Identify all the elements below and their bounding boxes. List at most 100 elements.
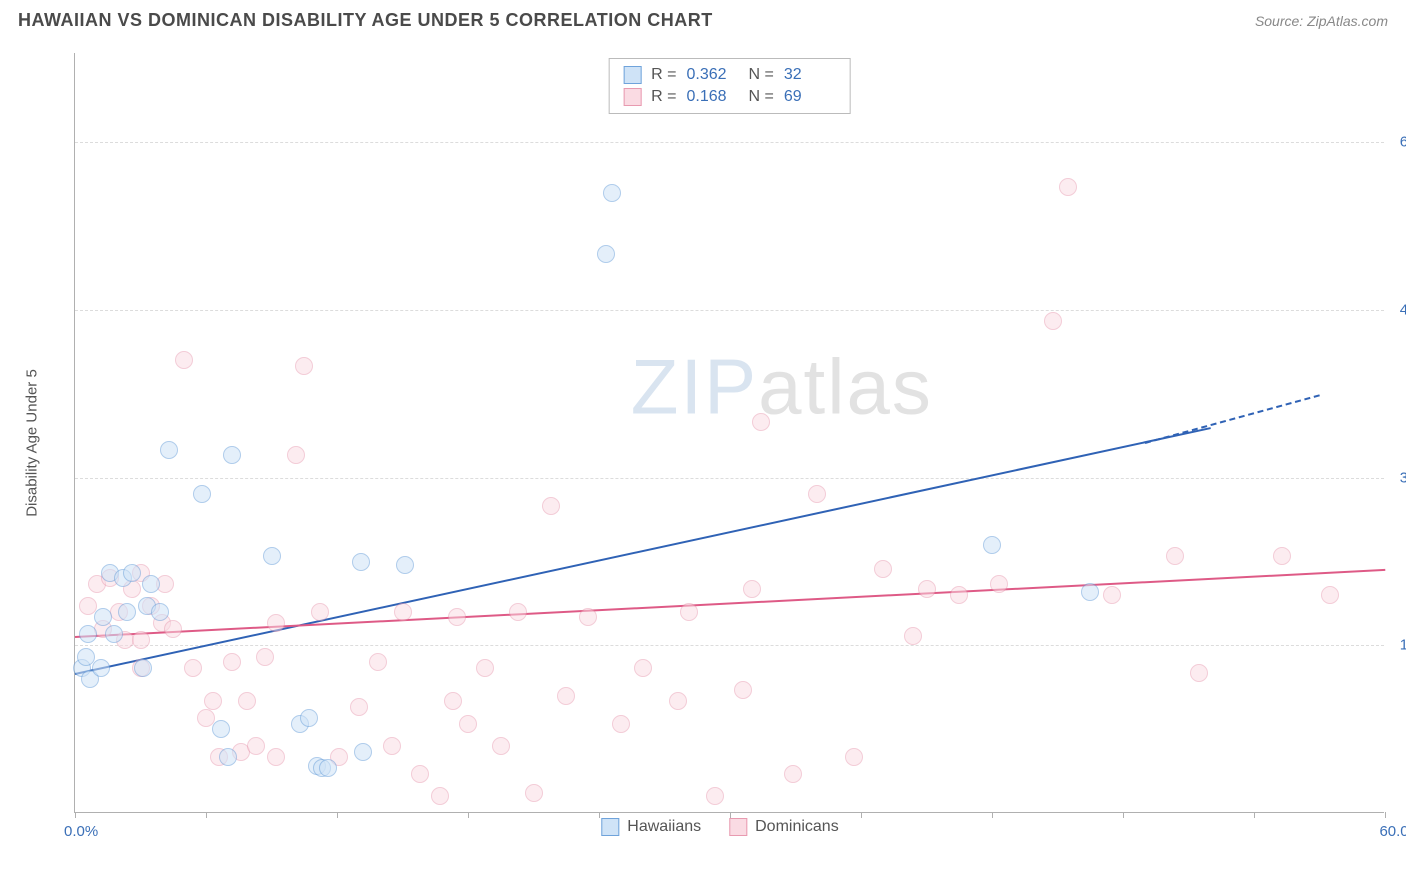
x-tick <box>1385 812 1386 818</box>
data-point <box>612 715 630 733</box>
y-tick-label: 4.5% <box>1389 302 1406 319</box>
stat-r-label: R = <box>651 88 676 106</box>
data-point <box>845 748 863 766</box>
data-point <box>525 784 543 802</box>
plot-area: ZIPatlas R = 0.362 N = 32 R = 0.168 N = … <box>74 53 1384 813</box>
stats-row-hawaiians: R = 0.362 N = 32 <box>623 64 836 86</box>
data-point <box>267 748 285 766</box>
data-point <box>311 603 329 621</box>
data-point <box>142 575 160 593</box>
data-point <box>1081 583 1099 601</box>
watermark-bold: ZIP <box>631 342 758 430</box>
swatch-hawaiians <box>623 66 641 84</box>
legend-item-hawaiians: Hawaiians <box>601 818 701 836</box>
data-point <box>118 603 136 621</box>
data-point <box>212 720 230 738</box>
data-point <box>184 659 202 677</box>
grid-line <box>75 142 1384 143</box>
y-tick-label: 3.0% <box>1389 469 1406 486</box>
data-point <box>983 536 1001 554</box>
data-point <box>431 787 449 805</box>
y-axis-title: Disability Age Under 5 <box>24 369 41 517</box>
data-point <box>918 580 936 598</box>
data-point <box>579 608 597 626</box>
chart-source: Source: ZipAtlas.com <box>1255 13 1388 29</box>
bottom-legend: Hawaiians Dominicans <box>601 818 838 836</box>
data-point <box>784 765 802 783</box>
data-point <box>597 245 615 263</box>
data-point <box>350 698 368 716</box>
data-point <box>223 653 241 671</box>
stats-box: R = 0.362 N = 32 R = 0.168 N = 69 <box>608 58 851 114</box>
data-point <box>411 765 429 783</box>
data-point <box>247 737 265 755</box>
data-point <box>1190 664 1208 682</box>
data-point <box>1166 547 1184 565</box>
data-point <box>300 709 318 727</box>
data-point <box>1044 312 1062 330</box>
data-point <box>752 413 770 431</box>
data-point <box>94 608 112 626</box>
y-tick-label: 6.0% <box>1389 134 1406 151</box>
data-point <box>287 446 305 464</box>
legend-item-dominicans: Dominicans <box>729 818 839 836</box>
stat-n-dominicans: 69 <box>784 88 836 106</box>
data-point <box>204 692 222 710</box>
data-point <box>509 603 527 621</box>
data-point <box>352 553 370 571</box>
data-point <box>238 692 256 710</box>
data-point <box>394 603 412 621</box>
data-point <box>904 627 922 645</box>
data-point <box>134 659 152 677</box>
stat-r-dominicans: 0.168 <box>687 88 739 106</box>
stat-n-label: N = <box>749 66 774 84</box>
data-point <box>151 603 169 621</box>
stat-r-label: R = <box>651 66 676 84</box>
data-point <box>193 485 211 503</box>
chart-title: HAWAIIAN VS DOMINICAN DISABILITY AGE UND… <box>18 10 713 31</box>
data-point <box>256 648 274 666</box>
data-point <box>634 659 652 677</box>
data-point <box>444 692 462 710</box>
data-point <box>603 184 621 202</box>
watermark-thin: atlas <box>758 342 933 430</box>
data-point <box>92 659 110 677</box>
data-point <box>369 653 387 671</box>
data-point <box>105 625 123 643</box>
stat-n-label: N = <box>749 88 774 106</box>
data-point <box>354 743 372 761</box>
data-point <box>808 485 826 503</box>
swatch-dominicans <box>623 88 641 106</box>
chart-header: HAWAIIAN VS DOMINICAN DISABILITY AGE UND… <box>0 0 1406 37</box>
data-point <box>1321 586 1339 604</box>
legend-swatch-hawaiians <box>601 818 619 836</box>
y-tick-label: 1.5% <box>1389 637 1406 654</box>
legend-label-hawaiians: Hawaiians <box>627 818 701 836</box>
stats-row-dominicans: R = 0.168 N = 69 <box>623 86 836 108</box>
data-point <box>990 575 1008 593</box>
data-point <box>383 737 401 755</box>
data-point <box>459 715 477 733</box>
data-point <box>319 759 337 777</box>
data-point <box>476 659 494 677</box>
grid-line <box>75 645 1384 646</box>
legend-label-dominicans: Dominicans <box>755 818 839 836</box>
data-point <box>706 787 724 805</box>
data-point <box>123 564 141 582</box>
x-axis-end: 60.0% <box>1379 823 1406 840</box>
data-point <box>492 737 510 755</box>
trend-line <box>1145 394 1320 444</box>
watermark: ZIPatlas <box>631 341 933 432</box>
x-axis-start: 0.0% <box>64 823 98 840</box>
data-point <box>1059 178 1077 196</box>
legend-swatch-dominicans <box>729 818 747 836</box>
grid-line <box>75 310 1384 311</box>
data-point <box>223 446 241 464</box>
data-point <box>267 614 285 632</box>
data-point <box>160 441 178 459</box>
data-point <box>448 608 466 626</box>
data-point <box>1273 547 1291 565</box>
data-point <box>734 681 752 699</box>
chart-container: Disability Age Under 5 ZIPatlas R = 0.36… <box>50 48 1390 838</box>
data-point <box>542 497 560 515</box>
